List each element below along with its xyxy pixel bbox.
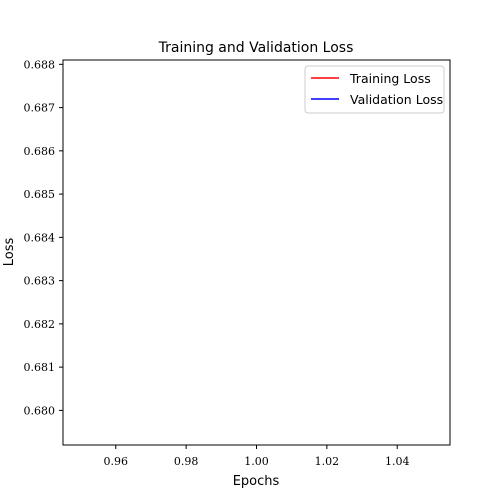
x-axis: 0.96 0.98 1.00 1.02 1.04 [104, 445, 410, 468]
y-tick-label: 0.683 [24, 275, 56, 288]
y-tick-label: 0.684 [24, 231, 56, 244]
y-tick-label: 0.681 [24, 361, 56, 374]
y-tick-label: 0.687 [24, 102, 56, 115]
legend-label-training: Training Loss [349, 71, 431, 86]
x-tick-label: 0.98 [174, 455, 199, 468]
y-tick-label: 0.688 [24, 58, 56, 71]
x-tick-label: 0.96 [104, 455, 129, 468]
chart-title: Training and Validation Loss [158, 40, 354, 56]
y-tick-label: 0.680 [24, 404, 56, 417]
y-tick-label: 0.685 [24, 188, 56, 201]
x-tick-label: 1.04 [385, 455, 410, 468]
legend-label-validation: Validation Loss [350, 92, 443, 107]
x-axis-label: Epochs [233, 474, 280, 489]
x-tick-label: 1.00 [244, 455, 269, 468]
x-tick-label: 1.02 [315, 455, 340, 468]
legend-frame [304, 65, 445, 114]
legend: Training Loss Validation Loss [304, 65, 445, 114]
y-axis: 0.680 0.681 0.682 0.683 0.684 0.685 0.686 0.687… [24, 58, 63, 417]
y-axis-label: Loss [2, 238, 17, 267]
plot-area [62, 59, 451, 446]
y-tick-label: 0.682 [24, 318, 56, 331]
y-tick-label: 0.686 [24, 145, 56, 158]
